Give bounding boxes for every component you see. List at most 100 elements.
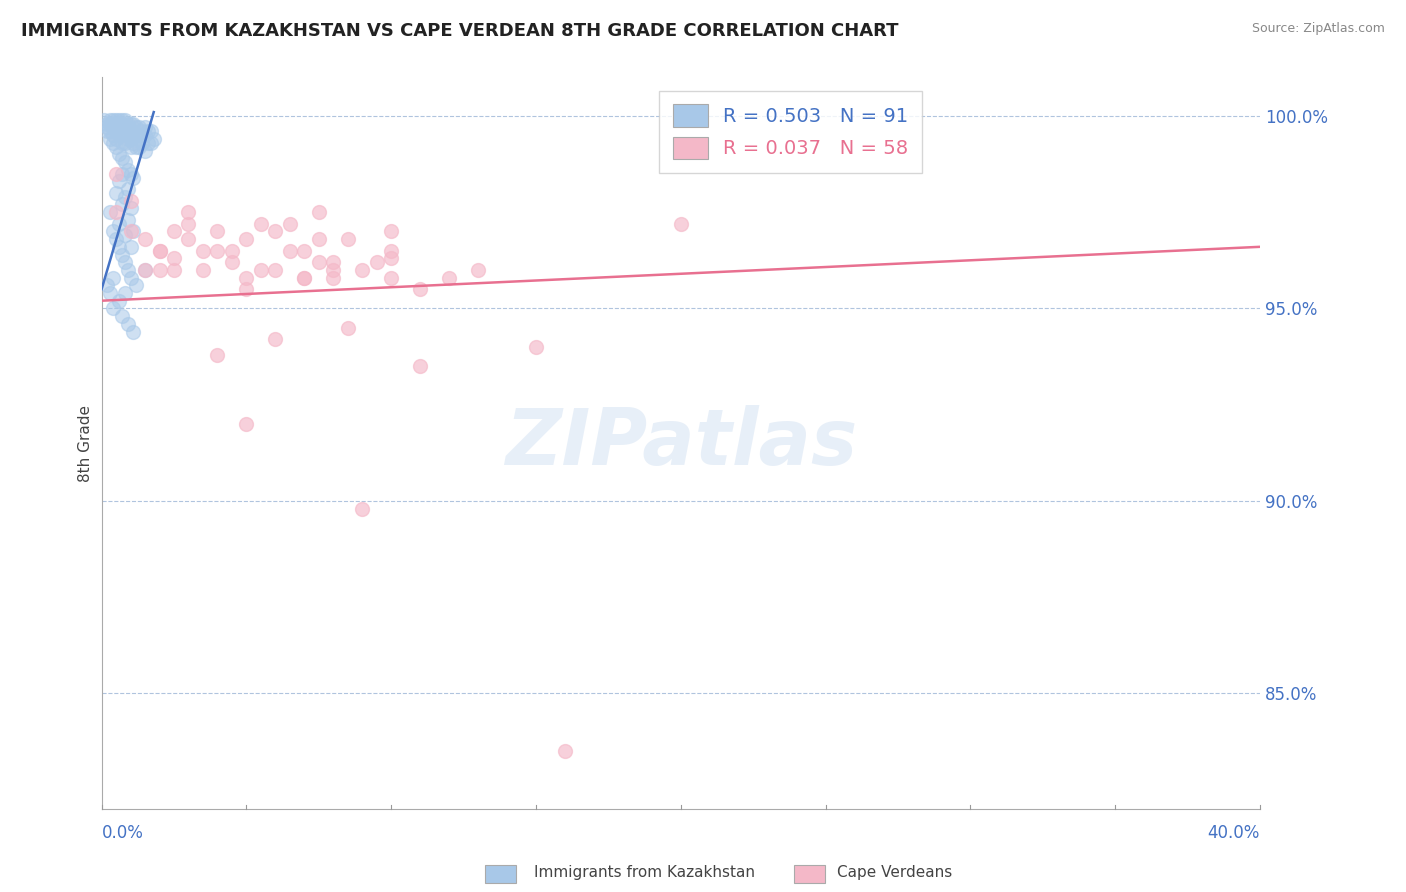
Point: [117, 317, 139, 331]
Point: [177, 232, 200, 246]
Point: [322, 255, 344, 269]
Point: [250, 217, 273, 231]
Point: [111, 309, 134, 323]
Point: [98, 285, 121, 300]
Point: [336, 232, 359, 246]
Point: [207, 348, 229, 362]
Point: [114, 155, 136, 169]
Text: Immigrants from Kazakhstan: Immigrants from Kazakhstan: [534, 865, 755, 880]
Point: [148, 244, 170, 258]
Point: [114, 128, 136, 143]
Y-axis label: 8th Grade: 8th Grade: [79, 405, 93, 482]
Point: [308, 255, 330, 269]
Point: [250, 263, 273, 277]
Point: [352, 501, 374, 516]
Point: [120, 167, 142, 181]
Point: [98, 117, 121, 131]
Point: [114, 228, 136, 243]
Point: [128, 120, 150, 135]
Point: [117, 120, 139, 135]
Point: [134, 144, 156, 158]
Point: [134, 263, 156, 277]
Text: 40.0%: 40.0%: [1208, 824, 1260, 842]
Point: [264, 263, 287, 277]
Point: [111, 117, 134, 131]
Point: [207, 224, 229, 238]
Point: [111, 197, 134, 211]
Point: [122, 136, 145, 150]
Point: [125, 139, 148, 153]
Point: [108, 217, 131, 231]
Point: [103, 136, 125, 150]
Point: [235, 270, 257, 285]
Point: [120, 124, 142, 138]
Point: [105, 205, 128, 219]
Point: [207, 244, 229, 258]
Point: [308, 232, 330, 246]
Point: [366, 255, 388, 269]
Point: [264, 332, 287, 346]
Point: [292, 244, 315, 258]
Point: [105, 124, 128, 138]
Point: [467, 263, 489, 277]
Point: [98, 124, 121, 138]
Point: [278, 217, 301, 231]
Point: [142, 132, 165, 146]
Point: [98, 132, 121, 146]
Point: [134, 120, 156, 135]
Point: [111, 151, 134, 165]
Text: IMMIGRANTS FROM KAZAKHSTAN VS CAPE VERDEAN 8TH GRADE CORRELATION CHART: IMMIGRANTS FROM KAZAKHSTAN VS CAPE VERDE…: [21, 22, 898, 40]
Point: [322, 263, 344, 277]
Point: [136, 136, 159, 150]
Point: [117, 212, 139, 227]
Point: [117, 132, 139, 146]
Point: [108, 293, 131, 308]
Point: [122, 325, 145, 339]
Point: [292, 270, 315, 285]
Point: [191, 244, 214, 258]
Point: [103, 224, 125, 238]
Point: [96, 117, 118, 131]
Point: [134, 128, 156, 143]
Point: [437, 270, 460, 285]
Point: [139, 124, 162, 138]
Point: [120, 132, 142, 146]
Point: [120, 224, 142, 238]
Point: [131, 136, 153, 150]
Point: [114, 190, 136, 204]
Point: [108, 174, 131, 188]
Point: [114, 136, 136, 150]
Point: [148, 244, 170, 258]
Point: [163, 224, 186, 238]
Point: [105, 186, 128, 200]
Point: [96, 278, 118, 293]
Point: [105, 112, 128, 127]
Point: [114, 120, 136, 135]
Point: [103, 270, 125, 285]
Point: [125, 128, 148, 143]
Point: [308, 205, 330, 219]
Point: [191, 263, 214, 277]
Point: [177, 217, 200, 231]
Point: [108, 240, 131, 254]
Point: [120, 240, 142, 254]
Point: [669, 217, 692, 231]
Point: [98, 112, 121, 127]
Point: [131, 124, 153, 138]
Point: [409, 282, 432, 296]
Point: [96, 124, 118, 138]
Text: 0.0%: 0.0%: [101, 824, 143, 842]
Point: [114, 285, 136, 300]
Point: [103, 128, 125, 143]
Point: [554, 744, 576, 758]
Point: [114, 255, 136, 269]
Point: [125, 278, 148, 293]
Point: [336, 320, 359, 334]
Point: [177, 205, 200, 219]
Point: [108, 128, 131, 143]
Point: [221, 244, 243, 258]
Point: [108, 112, 131, 127]
Point: [111, 112, 134, 127]
Point: [111, 136, 134, 150]
Point: [264, 224, 287, 238]
